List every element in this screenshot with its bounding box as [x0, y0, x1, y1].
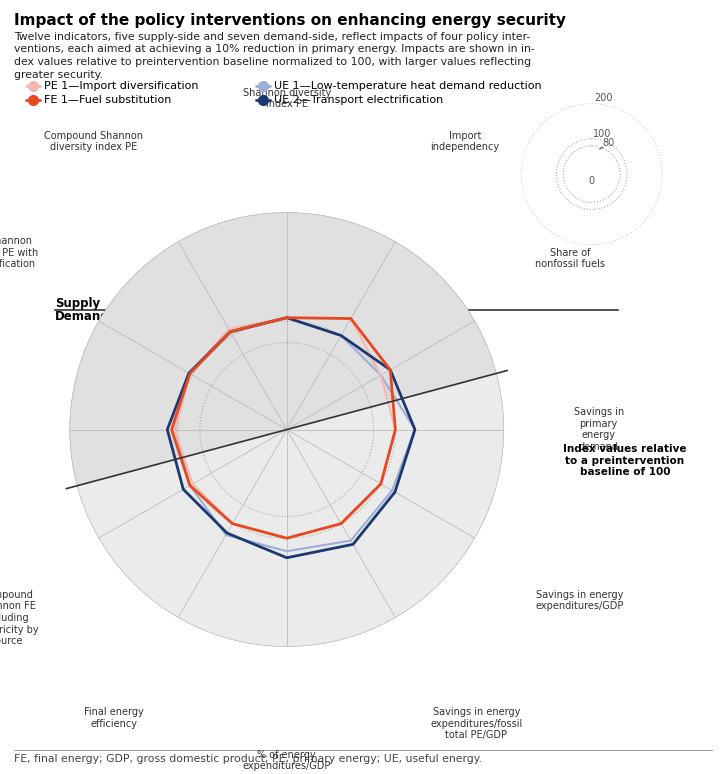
- Text: % of energy
expenditures/GDP: % of energy expenditures/GDP: [242, 750, 331, 772]
- Text: Compound Shannon
diversity index PE: Compound Shannon diversity index PE: [44, 131, 143, 152]
- Text: Impact of the policy interventions on enhancing energy security: Impact of the policy interventions on en…: [14, 13, 566, 28]
- Text: Demand: Demand: [55, 310, 110, 323]
- Text: UE 2—Transport electrification: UE 2—Transport electrification: [274, 95, 444, 105]
- Text: Twelve indicators, five supply-side and seven demand-side, reflect impacts of fo: Twelve indicators, five supply-side and …: [14, 32, 530, 42]
- Text: Supply: Supply: [55, 296, 100, 310]
- Text: 0: 0: [589, 176, 595, 187]
- Text: greater security.: greater security.: [14, 70, 103, 80]
- Text: Savings in energy
expenditures/fossil
total PE/GDP: Savings in energy expenditures/fossil to…: [431, 707, 523, 740]
- Polygon shape: [231, 212, 497, 430]
- Text: 80: 80: [603, 138, 614, 148]
- Text: UE 1—Low-temperature heat demand reduction: UE 1—Low-temperature heat demand reducti…: [274, 81, 542, 91]
- Polygon shape: [70, 220, 287, 486]
- Text: FE, final energy; GDP, gross domestic product; PE, primary energy; UE, useful en: FE, final energy; GDP, gross domestic pr…: [14, 754, 482, 764]
- Text: Compound
Shannon FE
including
electricity by
source: Compound Shannon FE including electricit…: [0, 590, 38, 646]
- Text: PE 1—Import diversification: PE 1—Import diversification: [44, 81, 198, 91]
- Text: FE 1—Fuel substitution: FE 1—Fuel substitution: [44, 95, 171, 105]
- Text: Compound Shannon
diversity index PE with
import diversification: Compound Shannon diversity index PE with…: [0, 236, 38, 269]
- Text: dex values relative to preintervention baseline normalized to 100, with larger v: dex values relative to preintervention b…: [14, 57, 531, 67]
- Text: Final energy
efficiency: Final energy efficiency: [83, 707, 143, 728]
- Text: 200: 200: [594, 94, 613, 104]
- Text: Shannon diversity
index PE: Shannon diversity index PE: [242, 87, 331, 109]
- Text: Savings in energy
expenditures/GDP: Savings in energy expenditures/GDP: [535, 590, 624, 611]
- Text: Share of
nonfossil fuels: Share of nonfossil fuels: [535, 248, 605, 269]
- Text: 100: 100: [593, 128, 611, 139]
- Text: Index values relative
to a preintervention
baseline of 100: Index values relative to a preinterventi…: [563, 444, 687, 478]
- Text: Import
independency: Import independency: [431, 131, 499, 152]
- Text: Savings in
primary
energy
demand: Savings in primary energy demand: [574, 407, 624, 452]
- Text: ventions, each aimed at achieving a 10% reduction in primary energy. Impacts are: ventions, each aimed at achieving a 10% …: [14, 44, 535, 54]
